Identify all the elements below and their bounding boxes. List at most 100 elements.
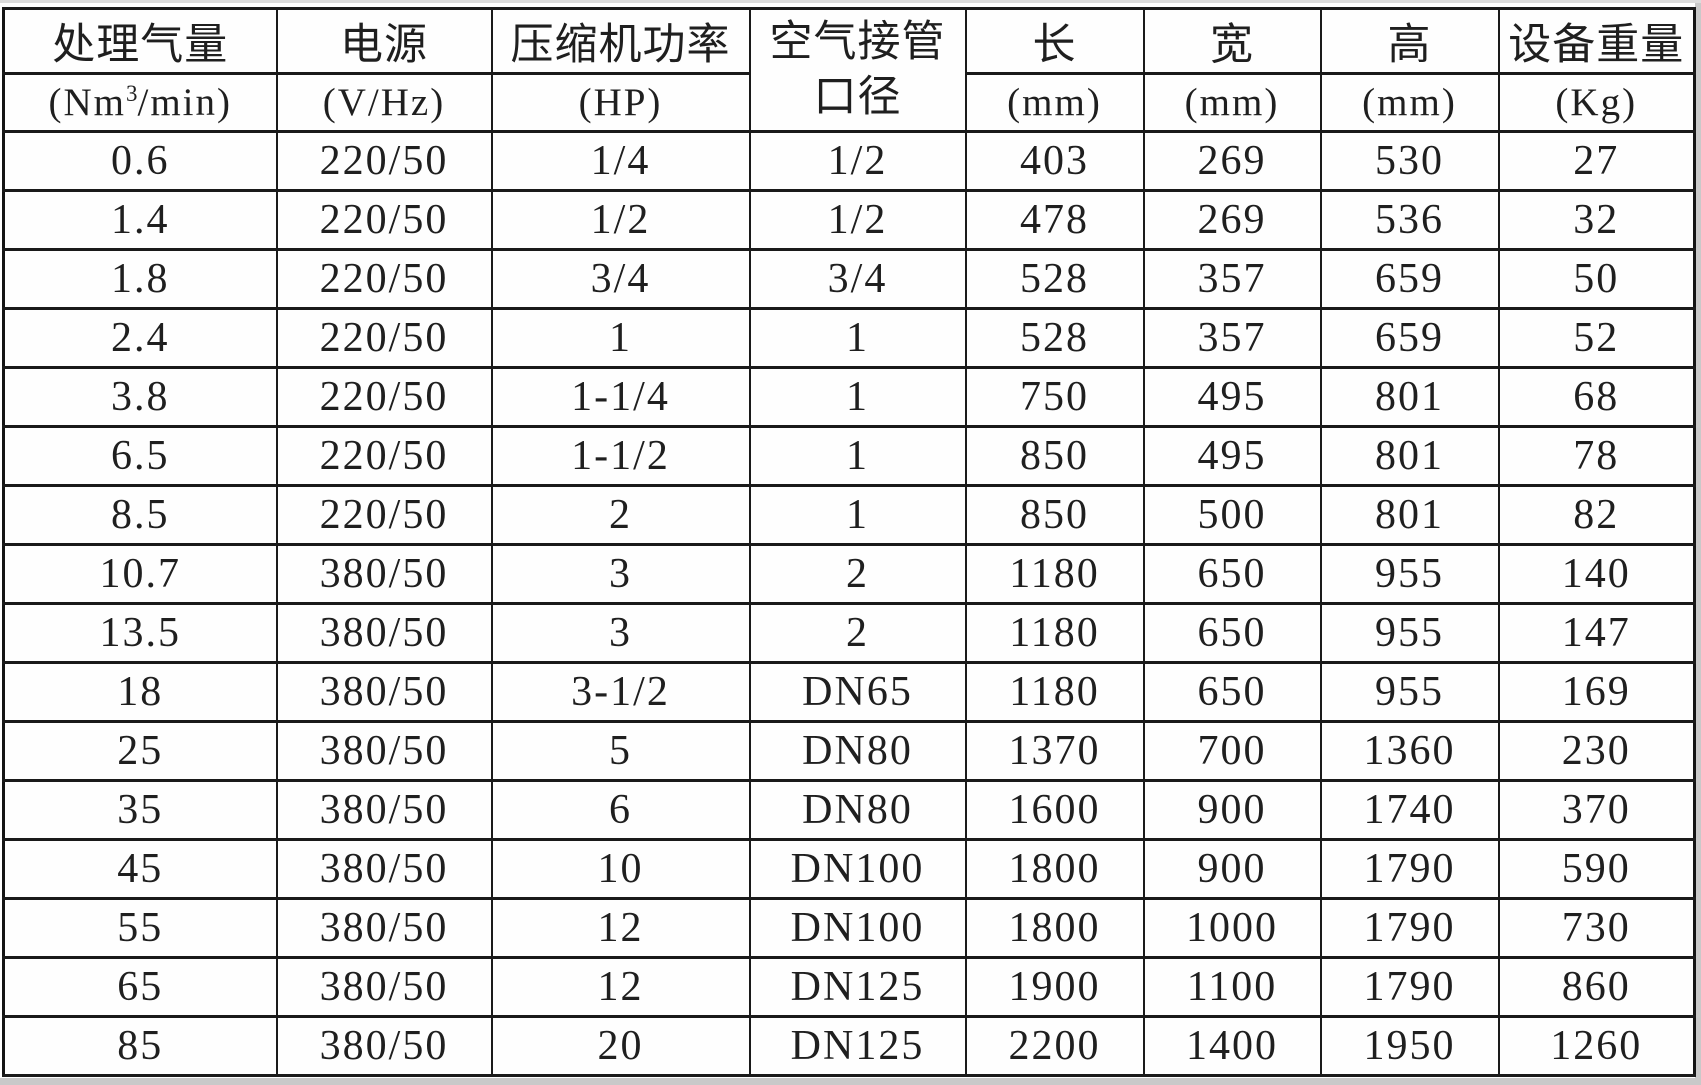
col-header-power-supply: 电源: [275, 7, 493, 75]
table-cell: 2200: [964, 1015, 1145, 1077]
table-cell: 3/4: [490, 248, 751, 310]
table-cell: 1180: [964, 602, 1145, 664]
table-cell: 370: [1497, 779, 1696, 841]
table-cell: DN100: [748, 897, 967, 959]
table-cell: 65: [2, 956, 278, 1018]
col-header-length: 长: [964, 7, 1145, 75]
table-cell: 1-1/2: [490, 425, 751, 487]
table-cell: 6.5: [2, 425, 278, 487]
table-cell: 700: [1142, 720, 1322, 782]
table-cell: 169: [1497, 661, 1696, 723]
table-cell: 1260: [1497, 1015, 1696, 1077]
table-cell: 220/50: [275, 366, 493, 428]
table-row: 25 380/50 5 DN80 1370 700 1360 230: [2, 720, 1696, 782]
table-cell: 220/50: [275, 189, 493, 251]
col-header-weight: 设备重量: [1497, 7, 1696, 75]
table-cell: 1100: [1142, 956, 1322, 1018]
table-cell: 2: [490, 484, 751, 546]
table-cell: 2: [748, 543, 967, 605]
table-cell: 1370: [964, 720, 1145, 782]
table-cell: 1800: [964, 897, 1145, 959]
table-row: 18 380/50 3-1/2 DN65 1180 650 955 169: [2, 661, 1696, 723]
unit-height: (mm): [1319, 72, 1500, 133]
col-header-gas-volume: 处理气量: [2, 7, 278, 75]
table-header: 处理气量 电源 压缩机功率 空气接管 口径 长 宽 高 设备重量 (Nm3/mi…: [2, 7, 1696, 133]
table-cell: 13.5: [2, 602, 278, 664]
table-cell: 900: [1142, 838, 1322, 900]
table-cell: 269: [1142, 189, 1322, 251]
col-header-air-pipe-line1: 空气接管: [769, 18, 946, 66]
table-cell: 536: [1319, 189, 1500, 251]
table-cell: 403: [964, 130, 1145, 192]
table-cell: 220/50: [275, 307, 493, 369]
unit-weight: (Kg): [1497, 72, 1696, 133]
table-cell: 495: [1142, 366, 1322, 428]
table-cell: 1.4: [2, 189, 278, 251]
table-cell: 1-1/4: [490, 366, 751, 428]
table-cell: 380/50: [275, 661, 493, 723]
table-cell: 32: [1497, 189, 1696, 251]
table-cell: 50: [1497, 248, 1696, 310]
table-cell: 1: [490, 307, 751, 369]
table-cell: 27: [1497, 130, 1696, 192]
table-cell: 1950: [1319, 1015, 1500, 1077]
table-cell: 0.6: [2, 130, 278, 192]
table-cell: 68: [1497, 366, 1696, 428]
table-cell: 478: [964, 189, 1145, 251]
table-row: 1.8 220/50 3/4 3/4 528 357 659 50: [2, 248, 1696, 310]
table-cell: 380/50: [275, 897, 493, 959]
table-cell: 850: [964, 425, 1145, 487]
table-cell: 380/50: [275, 779, 493, 841]
header-unit-row: (Nm3/min) (V/Hz) (HP) (mm) (mm) (mm) (Kg…: [2, 72, 1696, 133]
table-cell: 659: [1319, 248, 1500, 310]
table-cell: 78: [1497, 425, 1696, 487]
table-cell: 1/2: [748, 130, 967, 192]
table-cell: 590: [1497, 838, 1696, 900]
table-cell: 220/50: [275, 484, 493, 546]
table-cell: 3.8: [2, 366, 278, 428]
table-row: 45 380/50 10 DN100 1800 900 1790 590: [2, 838, 1696, 900]
table-row: 10.7 380/50 3 2 1180 650 955 140: [2, 543, 1696, 605]
col-header-air-pipe-line2: 口径: [813, 74, 902, 121]
table-row: 55 380/50 12 DN100 1800 1000 1790 730: [2, 897, 1696, 959]
table-cell: DN100: [748, 838, 967, 900]
table-cell: 801: [1319, 484, 1500, 546]
table-row: 13.5 380/50 3 2 1180 650 955 147: [2, 602, 1696, 664]
table-cell: 35: [2, 779, 278, 841]
table-cell: 801: [1319, 425, 1500, 487]
table-cell: 1/2: [490, 189, 751, 251]
unit-gas-volume-suffix: /min): [137, 81, 232, 124]
table-cell: 1/2: [748, 189, 967, 251]
table-cell: 380/50: [275, 956, 493, 1018]
table-cell: 220/50: [275, 248, 493, 310]
table-cell: 380/50: [275, 543, 493, 605]
table-row: 3.8 220/50 1-1/4 1 750 495 801 68: [2, 366, 1696, 428]
table-cell: 1740: [1319, 779, 1500, 841]
table-cell: 6: [490, 779, 751, 841]
table-cell: 20: [490, 1015, 751, 1077]
table-cell: 147: [1497, 602, 1696, 664]
table-cell: 900: [1142, 779, 1322, 841]
table-cell: 1360: [1319, 720, 1500, 782]
table-cell: 10.7: [2, 543, 278, 605]
col-header-height: 高: [1319, 7, 1500, 75]
table-cell: 25: [2, 720, 278, 782]
table-cell: 1: [748, 425, 967, 487]
table-cell: 380/50: [275, 838, 493, 900]
table-cell: DN80: [748, 720, 967, 782]
table-cell: 955: [1319, 602, 1500, 664]
table-cell: DN80: [748, 779, 967, 841]
table-cell: 860: [1497, 956, 1696, 1018]
table-row: 6.5 220/50 1-1/2 1 850 495 801 78: [2, 425, 1696, 487]
table-cell: 82: [1497, 484, 1696, 546]
table-cell: 955: [1319, 543, 1500, 605]
table-cell: 18: [2, 661, 278, 723]
table-cell: 357: [1142, 307, 1322, 369]
table-cell: 1790: [1319, 838, 1500, 900]
table-cell: 1000: [1142, 897, 1322, 959]
table-row: 8.5 220/50 2 1 850 500 801 82: [2, 484, 1696, 546]
table-cell: 1900: [964, 956, 1145, 1018]
table-cell: 2.4: [2, 307, 278, 369]
table-cell: 1: [748, 307, 967, 369]
